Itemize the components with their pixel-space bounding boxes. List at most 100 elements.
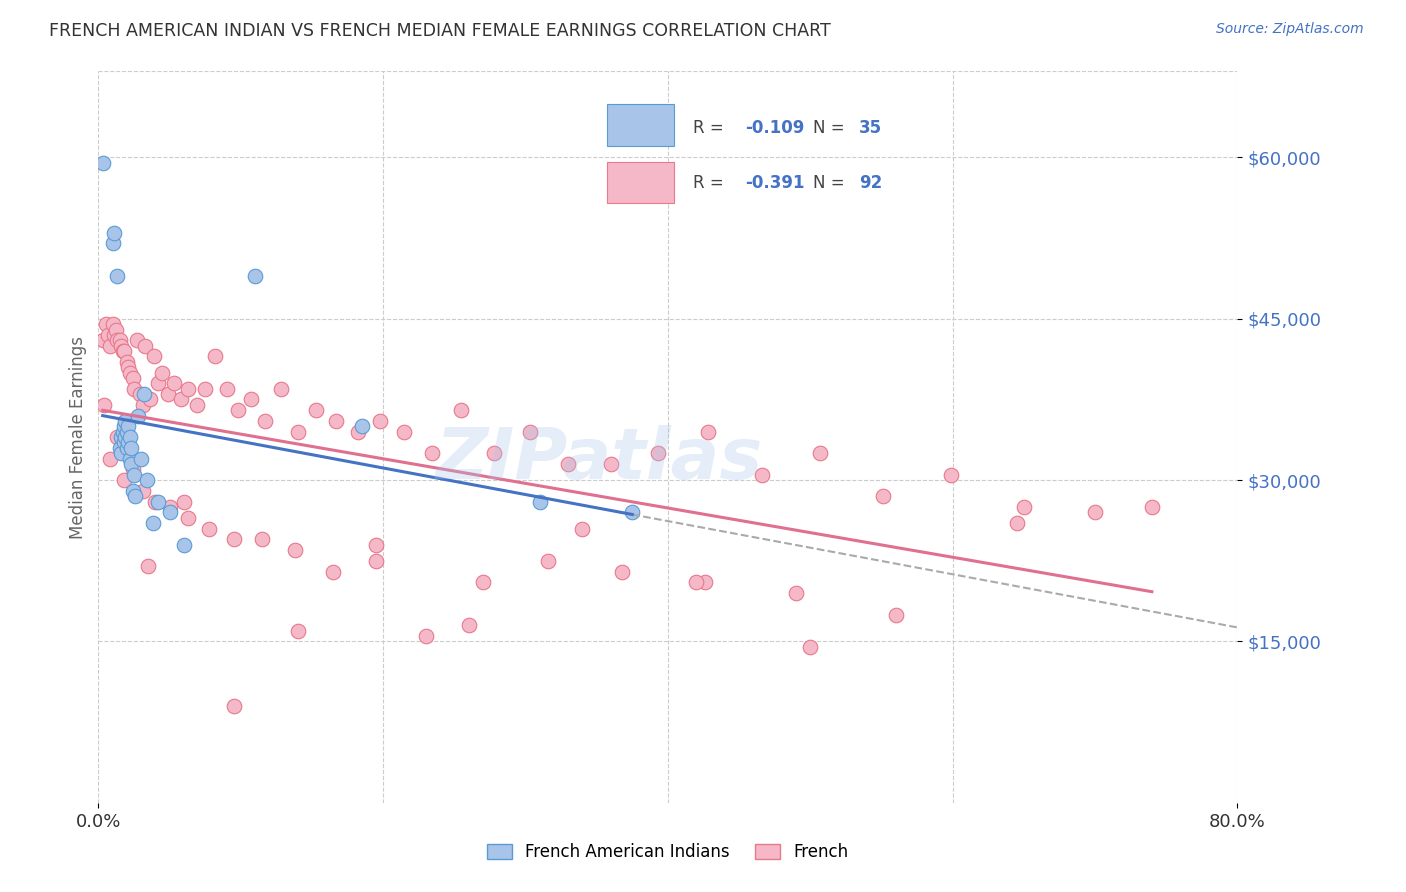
Point bbox=[884, 607, 907, 622]
Point bbox=[415, 629, 437, 643]
Point bbox=[103, 226, 125, 240]
Point bbox=[112, 344, 135, 359]
Point bbox=[93, 398, 115, 412]
Point bbox=[198, 521, 221, 535]
Point bbox=[103, 327, 125, 342]
Point bbox=[621, 505, 644, 519]
Point bbox=[194, 382, 217, 396]
Point bbox=[647, 446, 669, 460]
Point bbox=[142, 350, 165, 364]
Text: FRENCH AMERICAN INDIAN VS FRENCH MEDIAN FEMALE EARNINGS CORRELATION CHART: FRENCH AMERICAN INDIAN VS FRENCH MEDIAN … bbox=[49, 22, 831, 40]
Point bbox=[325, 414, 347, 428]
Point bbox=[112, 419, 135, 434]
Point bbox=[529, 494, 551, 508]
Point bbox=[685, 575, 707, 590]
Point bbox=[115, 355, 138, 369]
Point bbox=[111, 344, 134, 359]
Point bbox=[346, 425, 368, 439]
Point bbox=[121, 371, 143, 385]
Point bbox=[152, 366, 174, 380]
Point bbox=[872, 489, 894, 503]
Point bbox=[105, 333, 128, 347]
Text: ZIPatlas: ZIPatlas bbox=[436, 425, 763, 493]
Point bbox=[101, 236, 124, 251]
Point bbox=[118, 430, 141, 444]
Text: Source: ZipAtlas.com: Source: ZipAtlas.com bbox=[1216, 22, 1364, 37]
Point bbox=[939, 467, 962, 482]
Point bbox=[138, 392, 160, 407]
Point bbox=[519, 425, 541, 439]
Point bbox=[1005, 516, 1028, 530]
Point bbox=[114, 414, 136, 428]
Point bbox=[120, 441, 142, 455]
Point bbox=[287, 624, 309, 638]
Point bbox=[600, 457, 623, 471]
Point bbox=[112, 473, 135, 487]
Point bbox=[284, 543, 307, 558]
Y-axis label: Median Female Earnings: Median Female Earnings bbox=[69, 335, 87, 539]
Point bbox=[108, 441, 131, 455]
Point bbox=[785, 586, 807, 600]
Point bbox=[91, 333, 114, 347]
Point bbox=[141, 516, 163, 530]
Point bbox=[1140, 500, 1163, 514]
Point bbox=[364, 538, 387, 552]
Point bbox=[108, 333, 131, 347]
Point bbox=[482, 446, 505, 460]
Point bbox=[305, 403, 328, 417]
Point bbox=[1012, 500, 1035, 514]
Point bbox=[350, 419, 373, 434]
Point bbox=[322, 565, 344, 579]
Point bbox=[808, 446, 831, 460]
Point bbox=[239, 392, 262, 407]
Point bbox=[110, 446, 132, 460]
Point bbox=[115, 425, 138, 439]
Point bbox=[91, 156, 114, 170]
Point bbox=[250, 533, 273, 547]
Point bbox=[98, 338, 121, 352]
Point bbox=[94, 317, 117, 331]
Point bbox=[128, 387, 150, 401]
Point bbox=[115, 441, 138, 455]
Point bbox=[122, 382, 145, 396]
Point bbox=[122, 467, 145, 482]
Point bbox=[112, 435, 135, 450]
Point bbox=[163, 376, 186, 391]
Point bbox=[135, 473, 157, 487]
Point bbox=[120, 457, 142, 471]
Point bbox=[117, 435, 139, 450]
Point bbox=[131, 398, 153, 412]
Point bbox=[204, 350, 226, 364]
Point bbox=[121, 483, 143, 498]
Point bbox=[612, 565, 634, 579]
Point bbox=[131, 483, 153, 498]
Point bbox=[799, 640, 821, 654]
Point bbox=[571, 521, 593, 535]
Point bbox=[457, 618, 479, 632]
Legend: French American Indians, French: French American Indians, French bbox=[481, 837, 855, 868]
Point bbox=[121, 462, 143, 476]
Point bbox=[110, 338, 132, 352]
Point bbox=[173, 538, 195, 552]
Point bbox=[1084, 505, 1107, 519]
Point bbox=[111, 425, 134, 439]
Point bbox=[125, 333, 148, 347]
Point bbox=[117, 419, 139, 434]
Point bbox=[136, 559, 159, 574]
Point bbox=[537, 554, 560, 568]
Point bbox=[104, 322, 127, 336]
Point bbox=[287, 425, 309, 439]
Point bbox=[145, 494, 167, 508]
Point bbox=[173, 494, 195, 508]
Point bbox=[114, 430, 136, 444]
Point bbox=[117, 360, 139, 375]
Point bbox=[420, 446, 443, 460]
Point bbox=[127, 409, 149, 423]
Point bbox=[170, 392, 193, 407]
Point bbox=[253, 414, 276, 428]
Point bbox=[270, 382, 292, 396]
Point bbox=[368, 414, 391, 428]
Point bbox=[148, 494, 170, 508]
Point bbox=[97, 327, 120, 342]
Point bbox=[98, 451, 121, 466]
